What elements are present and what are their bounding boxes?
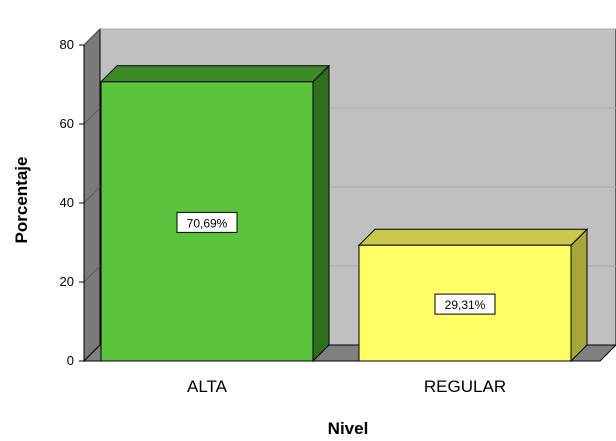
y-tick-label: 60 — [60, 116, 74, 131]
data-label: 29,31% — [445, 298, 486, 312]
bar-side — [570, 228, 588, 363]
bars: 70,69% 29,31% — [99, 64, 589, 363]
y-tick-label: 0 — [67, 353, 74, 368]
x-tick-label: ALTA — [187, 377, 228, 396]
data-label: 70,69% — [187, 216, 228, 230]
gridline-side — [83, 265, 101, 283]
bar-top — [99, 65, 331, 83]
data-label-box — [176, 211, 238, 233]
x-axis-ticks: ALTA REGULAR — [187, 377, 506, 396]
bar-alta: 70,69% — [99, 64, 331, 363]
gridline-side — [83, 107, 101, 125]
y-axis-ticks: 0 20 40 60 80 — [60, 37, 84, 368]
bar-regular: 29,31% — [357, 228, 589, 363]
y-tick-label: 80 — [60, 37, 74, 52]
x-tick-label: REGULAR — [424, 377, 506, 396]
bar-top — [357, 228, 589, 246]
y-tick-label: 40 — [60, 195, 74, 210]
bar-side — [312, 64, 330, 363]
gridline-side — [83, 186, 101, 204]
x-axis-title: Nivel — [328, 419, 369, 438]
y-axis-title: Porcentaje — [12, 157, 31, 244]
gridline-side — [83, 28, 101, 46]
data-label-box — [434, 293, 496, 315]
y-tick-label: 20 — [60, 274, 74, 289]
